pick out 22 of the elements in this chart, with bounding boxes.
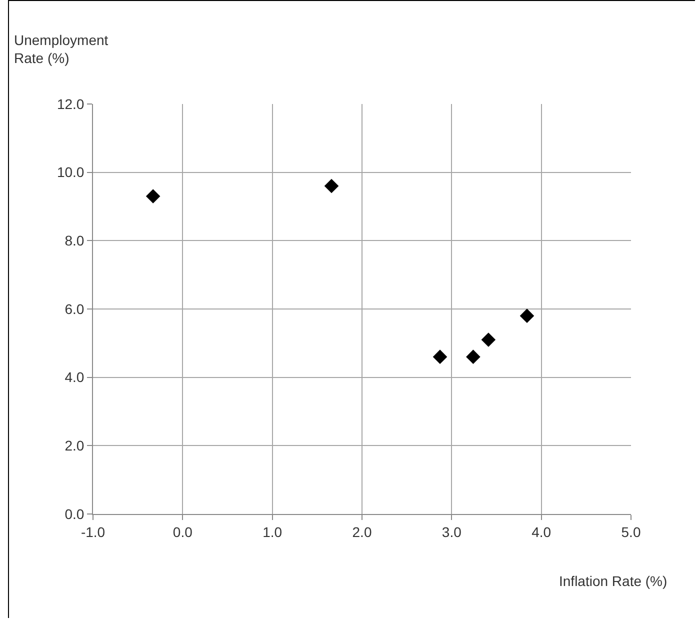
point xyxy=(324,178,339,194)
y-axis-title: Unemployment Rate (%) xyxy=(14,32,108,66)
y-tick-label: 4.0 xyxy=(64,369,84,386)
point xyxy=(432,350,448,364)
y-tick-label: 0.0 xyxy=(64,506,84,522)
y-tick-label: 12.0 xyxy=(56,96,84,112)
x-tick-label: 2.0 xyxy=(352,524,372,540)
x-tick-label: 4.0 xyxy=(532,524,552,540)
point xyxy=(466,350,480,364)
point xyxy=(520,308,534,323)
y-tick-label: 10.0 xyxy=(56,164,84,180)
point xyxy=(481,332,496,347)
y-tick-label: 2.0 xyxy=(64,438,84,454)
x-tick-label: 3.0 xyxy=(442,524,462,540)
x-tick-label: 5.0 xyxy=(621,524,641,540)
point xyxy=(146,189,160,204)
x-tick-label: 0.0 xyxy=(172,524,193,540)
y-tick-label: 6.0 xyxy=(64,300,84,317)
x-axis-title: Inflation Rate (%) xyxy=(559,573,668,589)
x-tick-label: 1.0 xyxy=(262,524,282,540)
y-tick-label: 8.0 xyxy=(64,232,84,249)
x-tick-label: -1.0 xyxy=(80,524,106,540)
